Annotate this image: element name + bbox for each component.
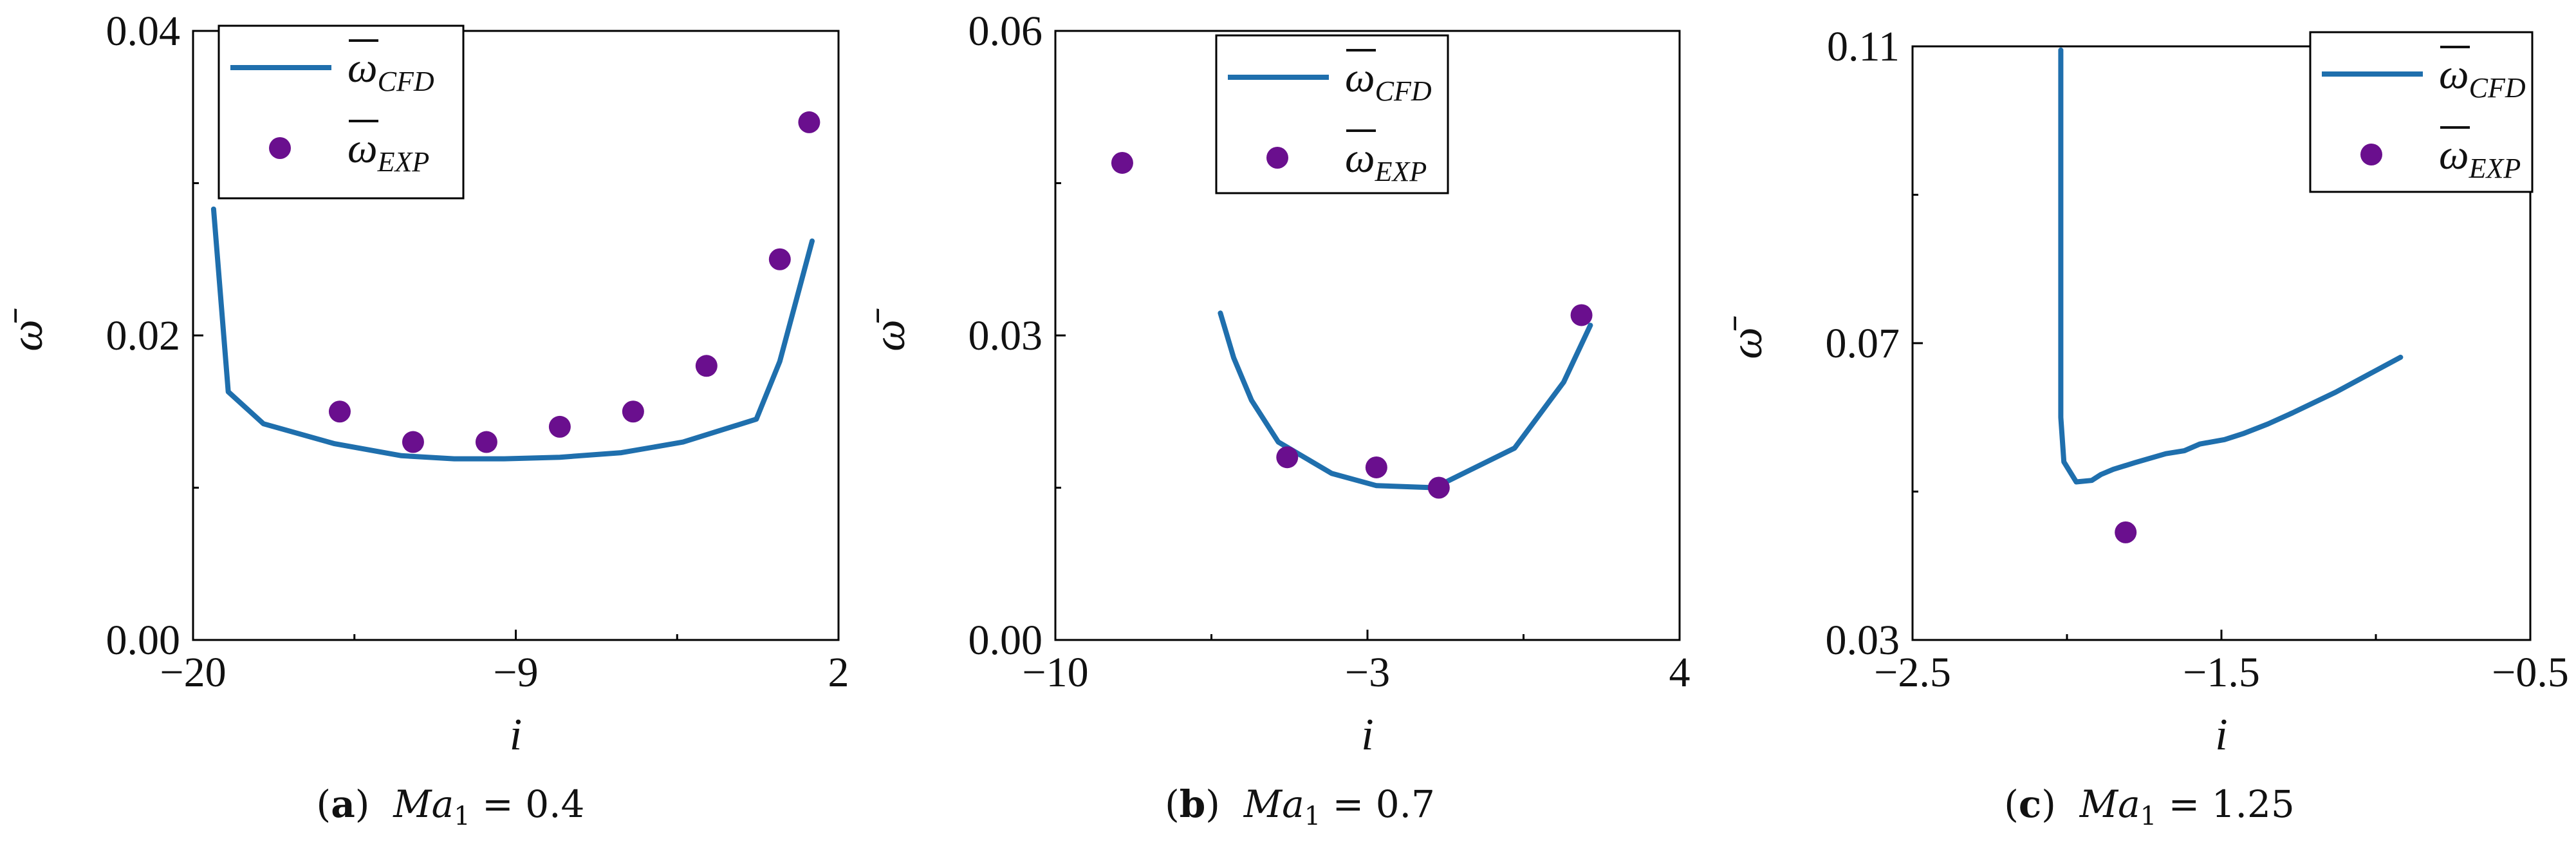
legend-marker-swatch xyxy=(2360,144,2382,165)
exp-data-point xyxy=(2115,521,2137,543)
exp-data-point xyxy=(402,431,424,453)
cfd-series-line xyxy=(2058,47,2404,485)
legend-marker-swatch xyxy=(269,137,291,159)
x-tick-label: −20 xyxy=(160,649,226,696)
cfd-series-line xyxy=(1218,310,1593,491)
exp-data-point xyxy=(622,400,644,423)
y-tick-label: 0.03 xyxy=(1826,617,1900,664)
y-tick-label: 0.06 xyxy=(968,8,1043,55)
chart-panel-b: −10 −3 4 0.00 0.03 0.06 i ω̄ ωCFD ωEXP xyxy=(865,8,1691,760)
exp-data-point xyxy=(1111,151,1133,174)
cfd-series-line xyxy=(210,206,815,462)
legend-label: ωCFD xyxy=(2439,51,2526,104)
x-axis-label: i xyxy=(1361,710,1373,760)
x-tick-label: −10 xyxy=(1022,649,1088,696)
legend-label: ωEXP xyxy=(1345,135,1427,187)
y-tick-label: 0.00 xyxy=(968,617,1043,664)
x-tick-label: −9 xyxy=(493,649,538,696)
x-axis-label: i xyxy=(510,710,522,760)
y-axis-label: ω̄ xyxy=(3,308,52,351)
chart-panel-a: −20 −9 2 0.00 0.02 0.04 i ω̄ ωCFD ωEXP xyxy=(3,8,849,760)
x-tick-label: 2 xyxy=(828,649,849,696)
y-tick-label: 0.07 xyxy=(1826,320,1900,367)
legend-label: ωEXP xyxy=(2439,131,2521,184)
legend: ωCFD ωEXP xyxy=(2309,31,2534,193)
exp-data-point xyxy=(475,431,497,453)
exp-data-point xyxy=(1365,456,1387,478)
exp-data-point xyxy=(328,400,351,423)
chart-panel-c: −2.5 −1.5 −0.5 0.03 0.07 0.11 i ω̄ ωCFD ωEXP xyxy=(1722,23,2569,760)
legend-label: ωCFD xyxy=(1345,54,1432,107)
caption-a: (a) Ma1 = 0.4 xyxy=(316,782,585,831)
exp-data-point xyxy=(768,248,791,270)
exp-data-point xyxy=(548,415,571,438)
y-tick-label: 0.03 xyxy=(968,312,1043,359)
exp-data-point xyxy=(798,111,820,133)
y-tick-label: 0.04 xyxy=(106,8,181,55)
y-tick-label: 0.00 xyxy=(106,617,181,664)
exp-data-point xyxy=(1276,446,1299,469)
y-axis-label: ω̄ xyxy=(1722,315,1772,359)
legend-box xyxy=(218,24,465,200)
x-axis-label: i xyxy=(2215,710,2227,760)
y-axis-label: ω̄ xyxy=(865,308,914,351)
caption-b: (b) Ma1 = 0.7 xyxy=(1165,782,1435,831)
caption-c: (c) Ma1 = 1.25 xyxy=(2004,782,2295,831)
exp-data-point xyxy=(695,355,718,377)
x-tick-label: −2.5 xyxy=(1874,649,1951,696)
legend-label: ωEXP xyxy=(347,125,429,178)
y-tick-label: 0.11 xyxy=(1827,23,1900,70)
legend-label: ωCFD xyxy=(347,44,434,97)
legend: ωCFD ωEXP xyxy=(218,24,465,200)
x-tick-label: −3 xyxy=(1345,649,1390,696)
exp-data-point xyxy=(1427,476,1450,499)
legend: ωCFD ωEXP xyxy=(1215,34,1449,194)
x-tick-label: −1.5 xyxy=(2183,649,2260,696)
legend-box xyxy=(1215,34,1449,194)
legend-box xyxy=(2309,31,2534,193)
exp-data-point xyxy=(1570,304,1593,326)
legend-marker-swatch xyxy=(1266,147,1288,169)
x-tick-label: −0.5 xyxy=(2492,649,2569,696)
x-tick-label: 4 xyxy=(1669,649,1691,696)
y-tick-label: 0.02 xyxy=(106,312,181,359)
